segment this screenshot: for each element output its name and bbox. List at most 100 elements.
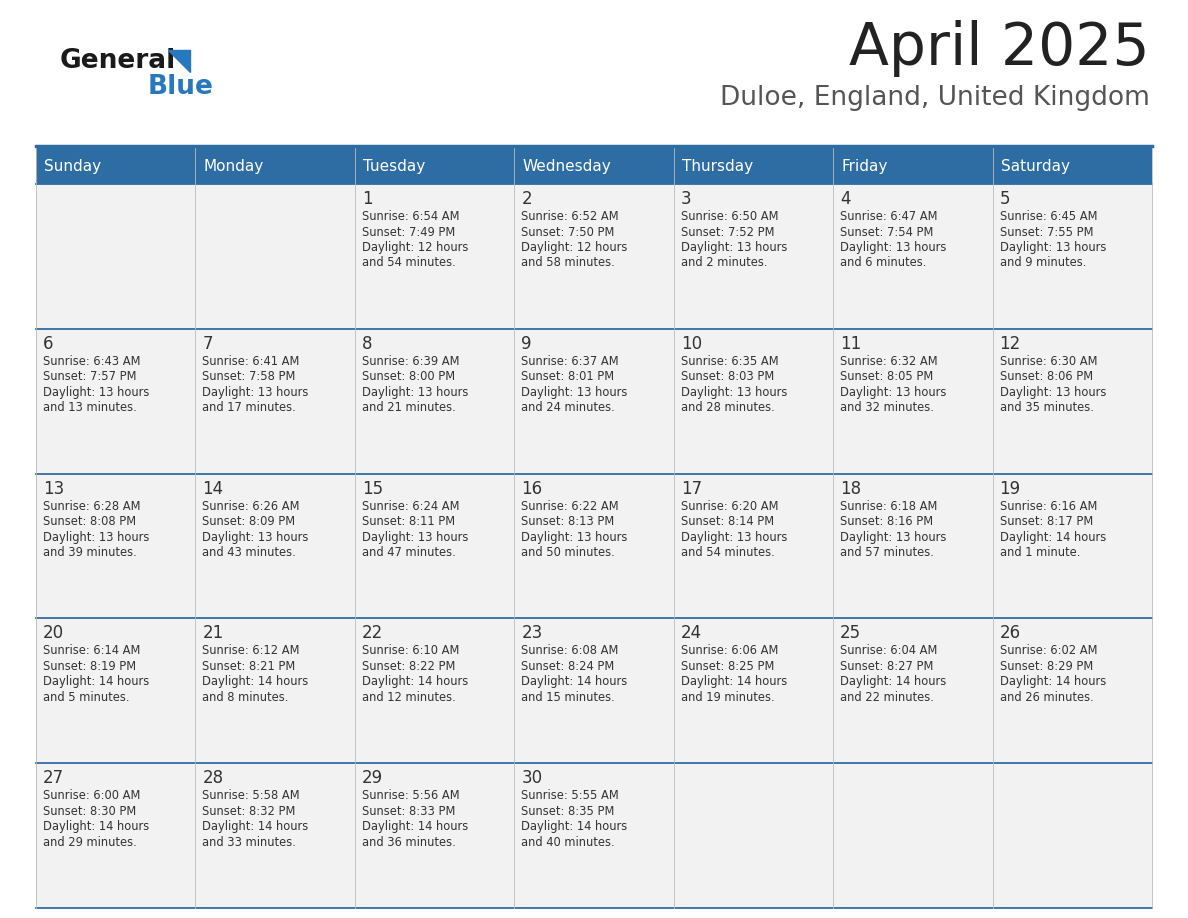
Text: Sunrise: 6:30 AM: Sunrise: 6:30 AM — [999, 354, 1097, 368]
Text: Saturday: Saturday — [1000, 159, 1069, 174]
Bar — [36, 184, 196, 329]
Text: Sunset: 8:21 PM: Sunset: 8:21 PM — [202, 660, 296, 673]
Text: Daylight: 14 hours: Daylight: 14 hours — [999, 531, 1106, 543]
Text: Blue: Blue — [148, 74, 214, 100]
Text: Sunset: 8:29 PM: Sunset: 8:29 PM — [999, 660, 1093, 673]
Bar — [833, 474, 992, 619]
Text: Daylight: 14 hours: Daylight: 14 hours — [362, 820, 468, 834]
Text: Sunrise: 6:47 AM: Sunrise: 6:47 AM — [840, 210, 937, 223]
Text: Sunrise: 6:32 AM: Sunrise: 6:32 AM — [840, 354, 937, 368]
Text: 4: 4 — [840, 190, 851, 208]
Text: Sunset: 8:06 PM: Sunset: 8:06 PM — [999, 370, 1093, 384]
Text: Daylight: 13 hours: Daylight: 13 hours — [202, 386, 309, 398]
Text: Sunset: 8:19 PM: Sunset: 8:19 PM — [43, 660, 137, 673]
Bar — [514, 619, 674, 763]
Bar — [36, 619, 196, 763]
Text: Sunday: Sunday — [44, 159, 101, 174]
Text: 11: 11 — [840, 335, 861, 353]
Text: and 33 minutes.: and 33 minutes. — [202, 835, 296, 849]
Text: Daylight: 14 hours: Daylight: 14 hours — [522, 676, 627, 688]
Bar — [992, 329, 1152, 474]
Bar — [196, 619, 355, 763]
Text: Sunset: 8:32 PM: Sunset: 8:32 PM — [202, 805, 296, 818]
Bar — [514, 184, 674, 329]
Text: 22: 22 — [362, 624, 383, 643]
Text: Daylight: 13 hours: Daylight: 13 hours — [840, 386, 947, 398]
Text: Sunset: 7:55 PM: Sunset: 7:55 PM — [999, 226, 1093, 239]
Text: 14: 14 — [202, 479, 223, 498]
Text: Daylight: 13 hours: Daylight: 13 hours — [681, 531, 788, 543]
Text: Tuesday: Tuesday — [362, 159, 425, 174]
Bar — [355, 329, 514, 474]
Bar — [674, 474, 833, 619]
Text: Daylight: 14 hours: Daylight: 14 hours — [681, 676, 786, 688]
Text: Sunset: 8:01 PM: Sunset: 8:01 PM — [522, 370, 614, 384]
Text: and 6 minutes.: and 6 minutes. — [840, 256, 927, 270]
Text: Sunset: 8:03 PM: Sunset: 8:03 PM — [681, 370, 773, 384]
Text: Duloe, England, United Kingdom: Duloe, England, United Kingdom — [720, 85, 1150, 111]
Bar — [355, 619, 514, 763]
Text: 15: 15 — [362, 479, 383, 498]
Text: Sunset: 7:54 PM: Sunset: 7:54 PM — [840, 226, 934, 239]
Text: and 19 minutes.: and 19 minutes. — [681, 691, 775, 704]
Bar — [196, 329, 355, 474]
Bar — [992, 184, 1152, 329]
Text: 1: 1 — [362, 190, 373, 208]
Bar — [196, 474, 355, 619]
Bar — [833, 619, 992, 763]
Text: Sunset: 8:24 PM: Sunset: 8:24 PM — [522, 660, 614, 673]
Bar — [833, 329, 992, 474]
Bar — [355, 474, 514, 619]
Text: and 54 minutes.: and 54 minutes. — [681, 546, 775, 559]
Text: Sunrise: 6:43 AM: Sunrise: 6:43 AM — [43, 354, 140, 368]
Text: 27: 27 — [43, 769, 64, 788]
Text: Sunset: 8:22 PM: Sunset: 8:22 PM — [362, 660, 455, 673]
Text: and 2 minutes.: and 2 minutes. — [681, 256, 767, 270]
Bar — [833, 184, 992, 329]
Text: and 28 minutes.: and 28 minutes. — [681, 401, 775, 414]
Text: and 21 minutes.: and 21 minutes. — [362, 401, 456, 414]
Text: Sunrise: 6:28 AM: Sunrise: 6:28 AM — [43, 499, 140, 512]
Text: Daylight: 13 hours: Daylight: 13 hours — [202, 531, 309, 543]
Text: and 17 minutes.: and 17 minutes. — [202, 401, 296, 414]
Text: Sunset: 8:30 PM: Sunset: 8:30 PM — [43, 805, 137, 818]
Bar — [992, 474, 1152, 619]
Text: and 36 minutes.: and 36 minutes. — [362, 835, 456, 849]
Bar — [36, 329, 196, 474]
Text: 9: 9 — [522, 335, 532, 353]
Text: Sunrise: 6:41 AM: Sunrise: 6:41 AM — [202, 354, 299, 368]
Text: 5: 5 — [999, 190, 1010, 208]
Text: 20: 20 — [43, 624, 64, 643]
Text: and 32 minutes.: and 32 minutes. — [840, 401, 934, 414]
Text: Daylight: 14 hours: Daylight: 14 hours — [43, 820, 150, 834]
Text: 26: 26 — [999, 624, 1020, 643]
Text: and 24 minutes.: and 24 minutes. — [522, 401, 615, 414]
Text: 13: 13 — [43, 479, 64, 498]
Text: Daylight: 13 hours: Daylight: 13 hours — [522, 531, 627, 543]
Bar — [514, 329, 674, 474]
Text: Sunset: 8:33 PM: Sunset: 8:33 PM — [362, 805, 455, 818]
Text: 7: 7 — [202, 335, 213, 353]
Text: 19: 19 — [999, 479, 1020, 498]
Bar — [355, 763, 514, 908]
Text: Sunrise: 6:39 AM: Sunrise: 6:39 AM — [362, 354, 460, 368]
Text: Daylight: 14 hours: Daylight: 14 hours — [522, 820, 627, 834]
Text: and 57 minutes.: and 57 minutes. — [840, 546, 934, 559]
Text: Sunset: 8:16 PM: Sunset: 8:16 PM — [840, 515, 934, 528]
Text: Daylight: 14 hours: Daylight: 14 hours — [202, 676, 309, 688]
Text: Daylight: 12 hours: Daylight: 12 hours — [522, 241, 627, 254]
Text: Sunrise: 6:06 AM: Sunrise: 6:06 AM — [681, 644, 778, 657]
Text: and 47 minutes.: and 47 minutes. — [362, 546, 456, 559]
Text: Sunset: 8:09 PM: Sunset: 8:09 PM — [202, 515, 296, 528]
Text: Sunrise: 6:24 AM: Sunrise: 6:24 AM — [362, 499, 460, 512]
Text: 30: 30 — [522, 769, 543, 788]
Text: and 22 minutes.: and 22 minutes. — [840, 691, 934, 704]
Text: Sunset: 7:58 PM: Sunset: 7:58 PM — [202, 370, 296, 384]
Text: Friday: Friday — [841, 159, 887, 174]
Text: Sunrise: 5:56 AM: Sunrise: 5:56 AM — [362, 789, 460, 802]
Text: Daylight: 13 hours: Daylight: 13 hours — [362, 386, 468, 398]
Text: Daylight: 14 hours: Daylight: 14 hours — [362, 676, 468, 688]
Text: Sunset: 8:14 PM: Sunset: 8:14 PM — [681, 515, 773, 528]
Text: Sunset: 8:17 PM: Sunset: 8:17 PM — [999, 515, 1093, 528]
Text: Sunrise: 6:37 AM: Sunrise: 6:37 AM — [522, 354, 619, 368]
